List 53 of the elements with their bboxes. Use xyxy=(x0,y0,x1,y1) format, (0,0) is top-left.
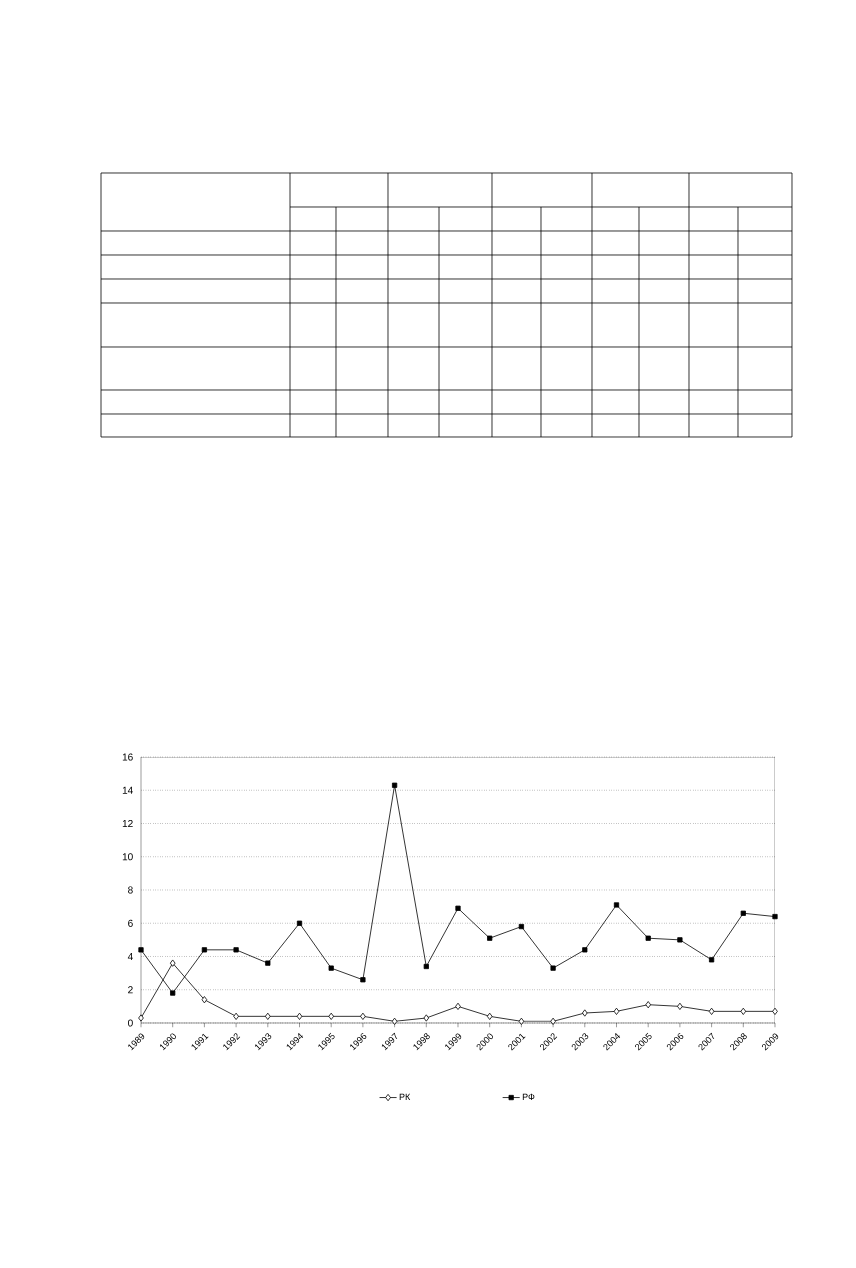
point xyxy=(455,905,461,911)
point xyxy=(677,1002,683,1010)
point xyxy=(360,1012,366,1020)
point xyxy=(486,1012,493,1020)
point xyxy=(709,957,715,963)
y-tick-label: 8 xyxy=(128,886,133,894)
point xyxy=(582,947,588,953)
point xyxy=(265,960,271,966)
point xyxy=(233,1012,239,1020)
y-tick-label: 10 xyxy=(122,853,133,861)
point xyxy=(772,913,778,920)
y-tick-label: 6 xyxy=(128,919,133,927)
point xyxy=(772,1007,778,1015)
point xyxy=(645,935,651,941)
point xyxy=(391,1017,398,1025)
point xyxy=(740,1007,747,1015)
legend-label: РК xyxy=(399,1093,411,1100)
point xyxy=(169,959,176,967)
point xyxy=(740,910,746,916)
y-tick-label: 0 xyxy=(128,1019,133,1027)
y-tick-label: 2 xyxy=(128,986,133,994)
legend-label: РФ xyxy=(522,1093,535,1100)
point xyxy=(423,963,429,970)
point xyxy=(487,935,493,941)
point xyxy=(645,1001,651,1009)
point xyxy=(328,965,334,971)
point xyxy=(296,1012,303,1020)
point xyxy=(613,1007,620,1015)
point xyxy=(423,1014,430,1022)
point xyxy=(518,1017,525,1025)
point xyxy=(392,782,398,788)
point xyxy=(582,1009,588,1017)
point xyxy=(138,947,144,953)
y-tick-label: 12 xyxy=(122,820,133,827)
point xyxy=(550,965,556,971)
point xyxy=(138,1014,144,1022)
point xyxy=(328,1012,334,1020)
y-tick-label: 14 xyxy=(122,786,133,794)
point xyxy=(233,947,239,953)
point xyxy=(296,920,303,926)
point xyxy=(708,1007,715,1015)
point xyxy=(201,947,207,953)
point xyxy=(201,996,208,1004)
y-tick-label: 4 xyxy=(127,953,133,960)
point xyxy=(265,1012,271,1020)
point xyxy=(170,990,176,996)
y-tick-label: 16 xyxy=(122,753,133,761)
point xyxy=(360,977,366,983)
point xyxy=(455,1002,461,1010)
point xyxy=(677,937,683,943)
point xyxy=(613,902,620,908)
point xyxy=(518,923,524,930)
point xyxy=(550,1017,556,1025)
